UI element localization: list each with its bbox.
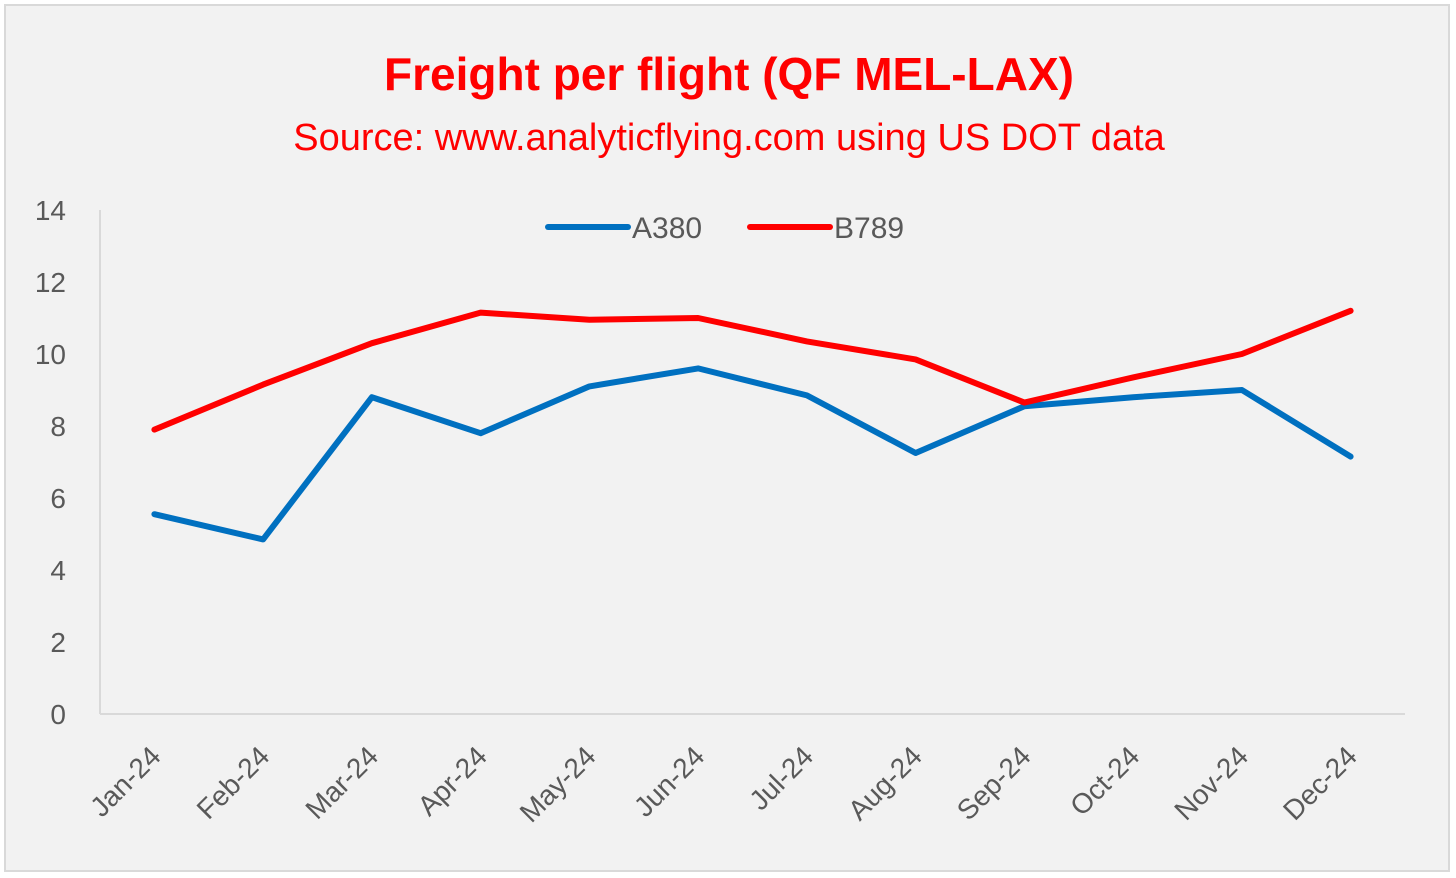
series-line-a380 [151, 365, 1354, 543]
legend-label-a380: A380 [632, 212, 702, 245]
legend-label-b789: B789 [834, 212, 904, 245]
x-tick-label: Oct-24 [1064, 740, 1145, 821]
y-tick-label: 6 [50, 483, 66, 514]
chart-axes [99, 210, 1405, 715]
y-tick-label: 8 [50, 411, 66, 442]
x-tick-label: Dec-24 [1277, 740, 1363, 826]
x-tick-label: Nov-24 [1168, 740, 1254, 826]
series-line-b789 [151, 307, 1354, 433]
y-tick-label: 12 [35, 267, 66, 298]
x-tick-label: Jun-24 [628, 740, 710, 822]
x-tick-label: Sep-24 [951, 740, 1037, 826]
y-tick-label: 14 [35, 195, 66, 226]
x-tick-label: Aug-24 [842, 740, 928, 826]
chart-title: Freight per flight (QF MEL-LAX) [384, 48, 1074, 100]
y-tick-label: 2 [50, 627, 66, 658]
chart-legend: A380 B789 [545, 212, 904, 245]
chart-frame: Freight per flight (QF MEL-LAX) Source: … [4, 4, 1450, 872]
y-tick-label: 10 [35, 339, 66, 370]
x-tick-label: Jul-24 [743, 740, 819, 816]
y-tick-label: 4 [50, 555, 66, 586]
x-tick-label: Mar-24 [299, 740, 384, 825]
x-tick-label: Feb-24 [191, 740, 276, 825]
x-tick-label: May-24 [514, 740, 602, 828]
x-tick-label: Jan-24 [84, 740, 166, 822]
chart-subtitle: Source: www.analyticflying.com using US … [293, 117, 1165, 159]
x-tick-label: Apr-24 [412, 740, 493, 821]
y-tick-label: 0 [50, 699, 66, 730]
tick-labels: 0 2 4 6 8 10 12 14 Jan-24 Feb-24 Mar-24 Apr-24 May-2… [35, 195, 1363, 828]
series-lines [151, 307, 1354, 543]
